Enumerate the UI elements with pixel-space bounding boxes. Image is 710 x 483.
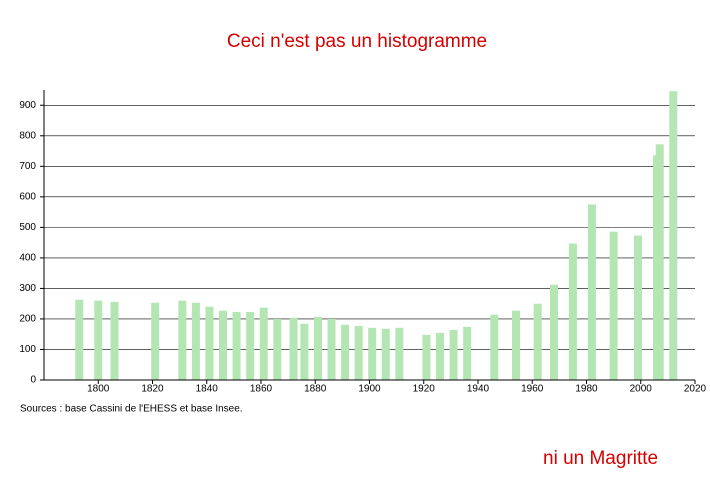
y-tick-label: 300	[19, 283, 36, 294]
x-tick-label: 2000	[630, 384, 653, 395]
bar	[75, 299, 84, 380]
bar	[178, 300, 187, 380]
x-tick-label: 1840	[196, 384, 219, 395]
bar	[232, 311, 241, 380]
bar	[449, 329, 458, 380]
x-tick-label: 1880	[304, 384, 327, 395]
x-tick-label: 2020	[684, 384, 707, 395]
bar	[300, 323, 309, 380]
x-tick-label: 1800	[87, 384, 110, 395]
bar	[246, 311, 255, 380]
x-tick-label: 1980	[575, 384, 598, 395]
bar	[395, 327, 404, 380]
y-tick-label: 800	[19, 130, 36, 141]
x-tick-label: 1900	[358, 384, 381, 395]
bar	[110, 301, 119, 380]
bar	[669, 91, 678, 380]
bar	[436, 332, 445, 380]
bar	[368, 327, 377, 380]
bar	[381, 328, 390, 380]
bar	[327, 318, 336, 380]
bar	[259, 307, 268, 380]
x-tick-label: 1960	[521, 384, 544, 395]
y-tick-label: 600	[19, 191, 36, 202]
x-tick-label: 1940	[467, 384, 490, 395]
bar	[151, 302, 160, 380]
bar	[354, 325, 363, 380]
bar	[549, 284, 558, 380]
source-note: Sources : base Cassini de l'EHESS et bas…	[20, 404, 243, 415]
y-tick-label: 0	[30, 375, 36, 386]
y-tick-label: 900	[19, 100, 36, 111]
bar	[463, 326, 472, 380]
chart-title: Ceci n'est pas un histogramme	[227, 31, 487, 52]
bar	[273, 318, 282, 380]
bar	[634, 235, 643, 380]
bar	[341, 324, 350, 380]
bar	[511, 310, 520, 380]
bar	[94, 300, 103, 380]
bar	[219, 310, 228, 380]
x-tick-label: 1820	[141, 384, 164, 395]
bar	[422, 334, 431, 380]
annotation: ni un Magritte	[543, 448, 658, 469]
y-tick-label: 700	[19, 161, 36, 172]
x-tick-label: 1860	[250, 384, 273, 395]
y-tick-label: 400	[19, 253, 36, 264]
bar	[587, 204, 596, 380]
y-tick-label: 500	[19, 222, 36, 233]
bar	[191, 302, 200, 380]
y-tick-label: 200	[19, 314, 36, 325]
y-tick-label: 100	[19, 344, 36, 355]
bar	[609, 231, 618, 380]
x-tick-label: 1920	[413, 384, 436, 395]
bar	[568, 243, 577, 380]
bar	[655, 144, 664, 380]
bar	[533, 303, 542, 380]
bar	[205, 306, 214, 380]
bar	[490, 314, 499, 380]
bar	[289, 317, 298, 380]
bar	[313, 316, 322, 380]
